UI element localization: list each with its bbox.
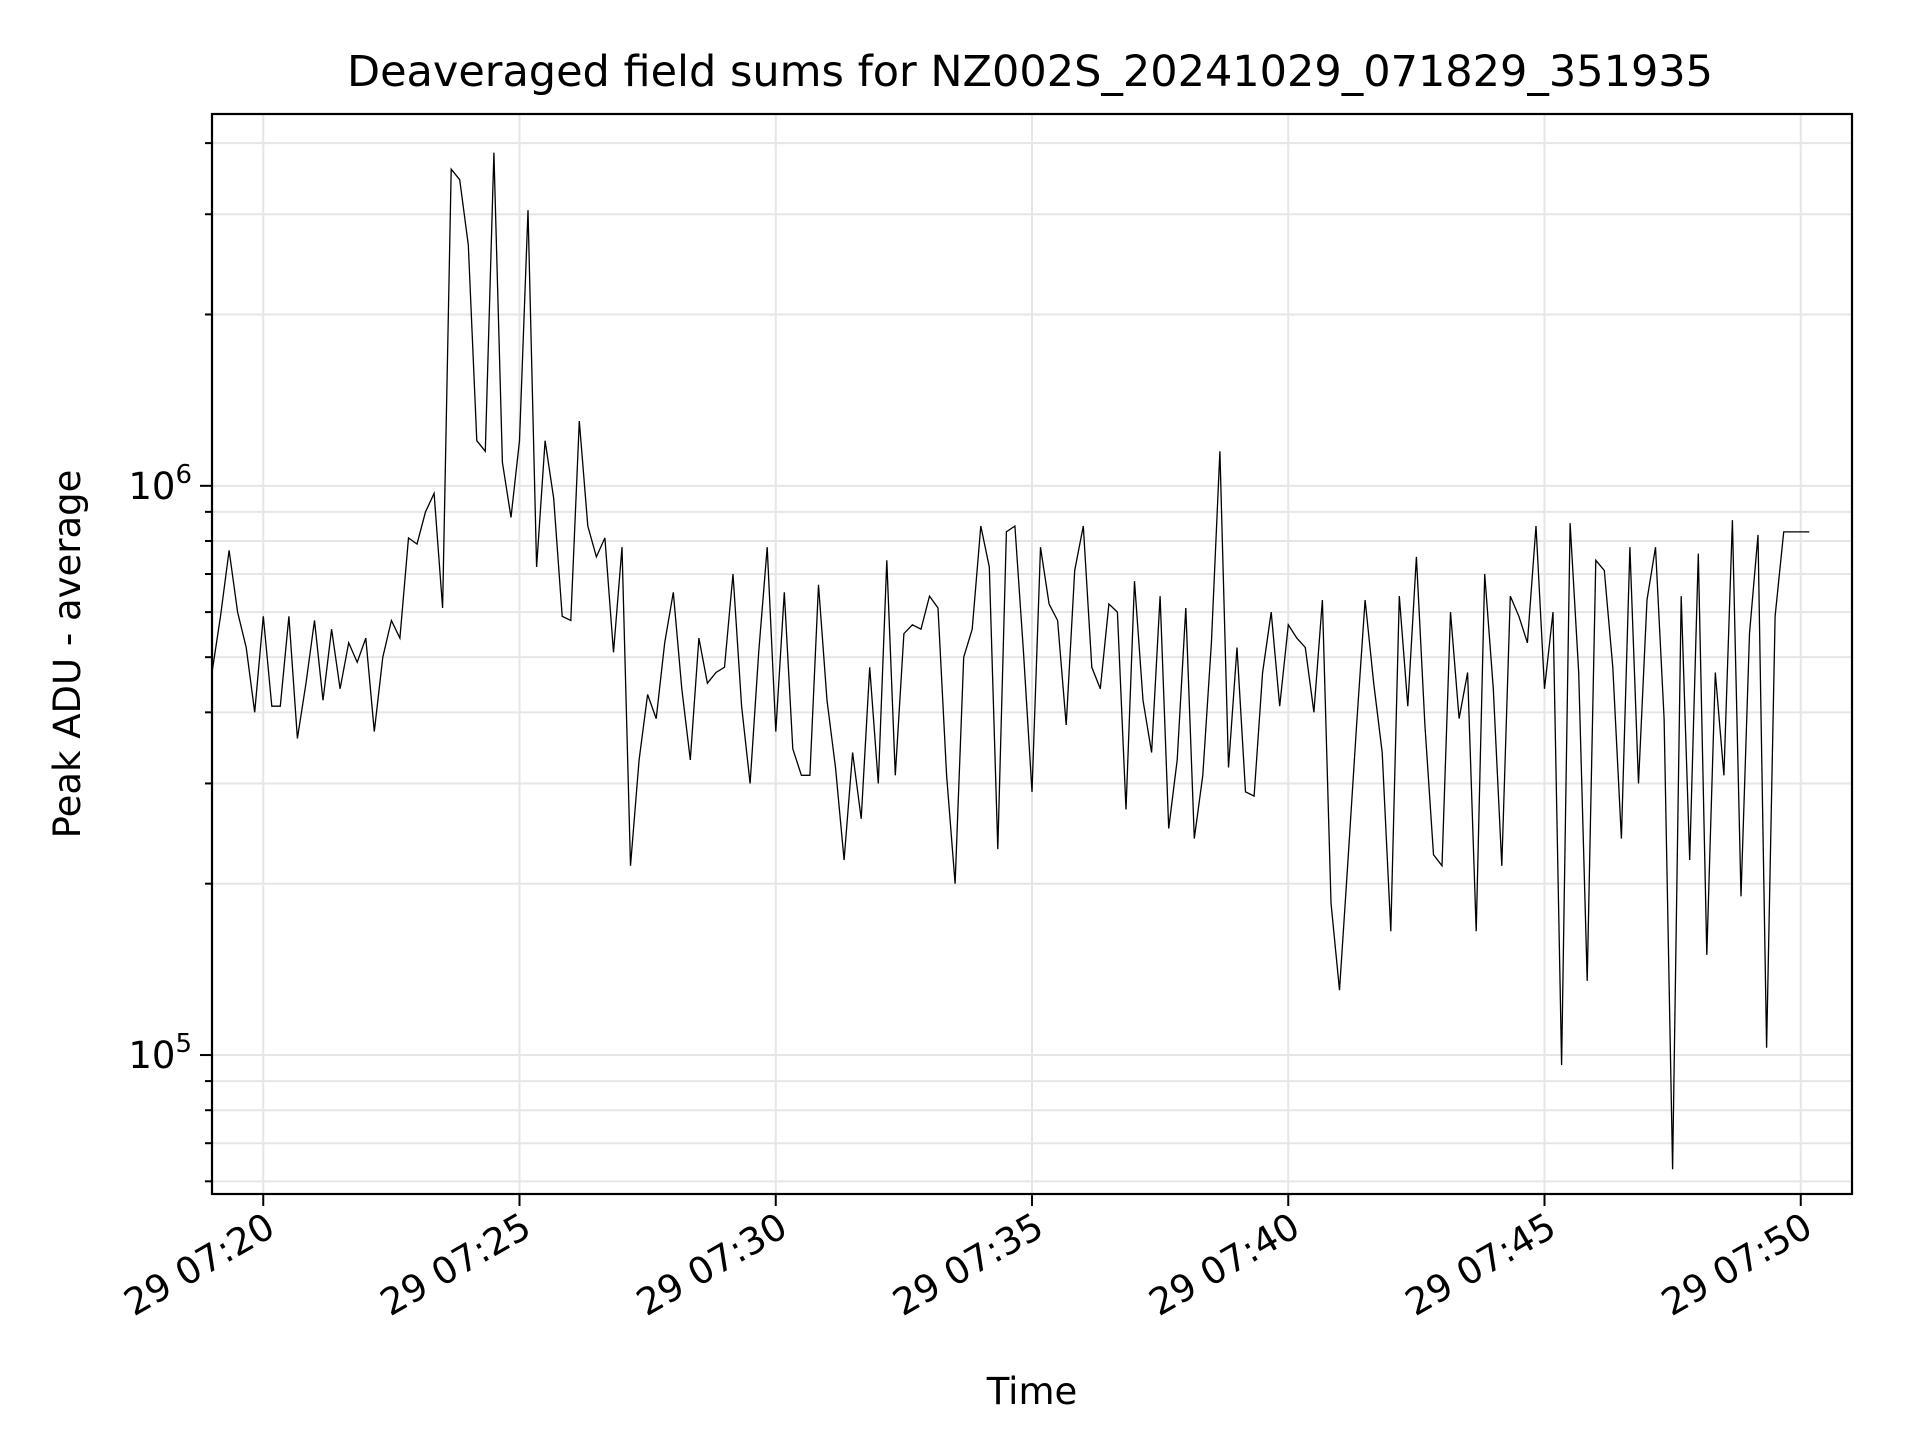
series-line [211, 152, 1810, 1170]
y-tick-label: 106 [128, 460, 192, 508]
y-tick-label: 105 [128, 1029, 192, 1077]
grid [212, 114, 1852, 1194]
chart-title: Deaveraged field sums for NZ002S_2024102… [347, 47, 1713, 97]
x-axis-label: Time [986, 1370, 1078, 1413]
series-layer [211, 152, 1810, 1170]
y-axis-label: Peak ADU - average [46, 470, 89, 839]
